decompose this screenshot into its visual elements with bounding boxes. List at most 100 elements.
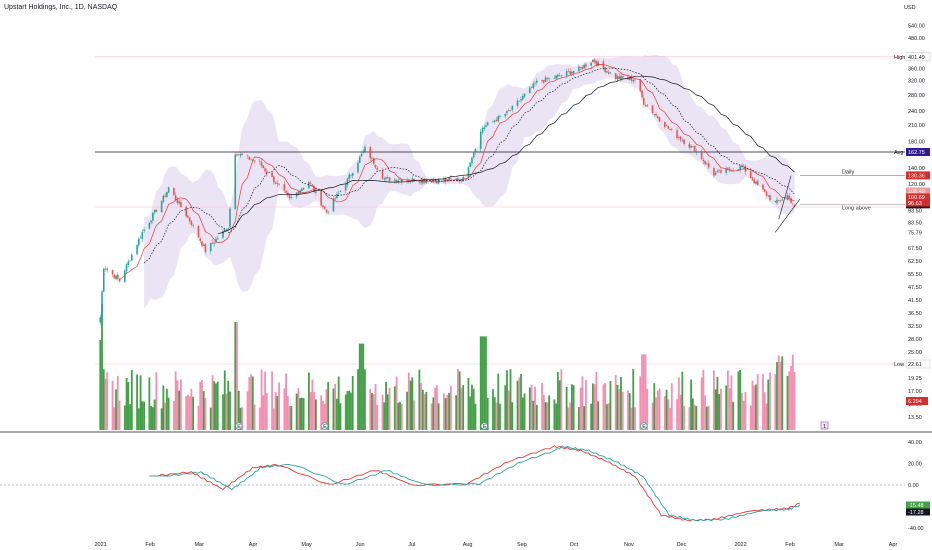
volume-bar bbox=[300, 397, 303, 430]
level-label-2: Daily bbox=[842, 169, 854, 175]
candle-body bbox=[716, 171, 719, 173]
volume-bar bbox=[670, 383, 673, 430]
candle-body bbox=[239, 153, 242, 156]
volume-bar bbox=[548, 395, 550, 430]
osc-tag-bg-0 bbox=[906, 501, 930, 509]
candle-body bbox=[139, 237, 142, 239]
volume-bar bbox=[430, 403, 433, 430]
earnings-marker-0[interactable] bbox=[235, 422, 243, 430]
candle-body bbox=[288, 195, 291, 198]
volume-bar bbox=[388, 387, 391, 430]
candle-body bbox=[99, 317, 102, 323]
candle-body bbox=[509, 110, 512, 111]
volume-bar bbox=[213, 381, 216, 430]
candle-body bbox=[713, 168, 715, 176]
earnings-marker-1[interactable] bbox=[321, 422, 329, 430]
candle-body bbox=[111, 270, 114, 275]
volume-bar bbox=[497, 373, 500, 430]
volume-bar bbox=[499, 403, 501, 430]
candle-body bbox=[408, 179, 410, 182]
candle-body bbox=[180, 201, 182, 208]
volume-bar bbox=[421, 389, 424, 430]
volume-bar bbox=[265, 393, 268, 430]
candle-body bbox=[418, 181, 421, 183]
volume-bar bbox=[616, 384, 619, 430]
candle-body bbox=[737, 169, 740, 171]
volume-bar bbox=[786, 375, 789, 430]
candle-body bbox=[704, 160, 706, 165]
volume-bar bbox=[204, 398, 207, 430]
earnings-marker-2[interactable] bbox=[480, 422, 488, 430]
volume-bar bbox=[118, 400, 121, 430]
candle-body bbox=[630, 76, 633, 81]
time-tick-14: Mar bbox=[834, 542, 844, 548]
volume-bar bbox=[239, 407, 242, 430]
volume-bar bbox=[690, 379, 693, 430]
chart-title: Upstart Holdings, Inc., 1D, NASDAQ bbox=[4, 4, 118, 11]
trendline-lower[interactable] bbox=[775, 199, 801, 233]
volume-bar bbox=[504, 385, 507, 430]
volume-bar bbox=[544, 402, 547, 430]
volume-bar bbox=[532, 400, 535, 430]
candle-body bbox=[597, 61, 599, 66]
candle-body bbox=[646, 105, 649, 107]
candle-body bbox=[386, 177, 389, 179]
candle-body bbox=[690, 145, 692, 148]
volume-bar bbox=[178, 390, 181, 430]
volume-bar bbox=[262, 395, 265, 430]
candle-body bbox=[167, 187, 170, 193]
volume-bar bbox=[337, 376, 340, 430]
candle-body bbox=[406, 180, 408, 182]
candle-body bbox=[481, 127, 484, 133]
volume-bar bbox=[753, 385, 756, 430]
candle-body bbox=[411, 178, 414, 182]
volume-bar bbox=[725, 385, 728, 430]
trendline-upper[interactable] bbox=[778, 175, 792, 220]
volume-bar bbox=[506, 370, 508, 430]
candle-body bbox=[266, 170, 268, 174]
volume-bar bbox=[271, 371, 273, 430]
volume-bar bbox=[651, 402, 654, 430]
volume-bar bbox=[655, 397, 657, 430]
candle-body bbox=[399, 179, 401, 181]
candle-body bbox=[565, 71, 568, 76]
volume-bar bbox=[136, 374, 138, 430]
volume-bar bbox=[507, 390, 510, 430]
volume-bar bbox=[516, 380, 519, 430]
price-tick-10: 120.00 bbox=[908, 182, 925, 188]
volume-bar bbox=[485, 336, 487, 430]
volume-bar bbox=[693, 404, 696, 430]
level-label-1: Avg bbox=[894, 150, 903, 156]
candle-body bbox=[174, 195, 177, 200]
volume-bar bbox=[297, 388, 300, 430]
candle-body bbox=[197, 225, 200, 238]
candle-body bbox=[558, 75, 561, 77]
candle-body bbox=[434, 180, 436, 182]
split-marker[interactable] bbox=[820, 421, 829, 430]
price-tick-9: 140.00 bbox=[908, 166, 925, 172]
price-tick-0: 540.00 bbox=[908, 24, 925, 30]
candle-body bbox=[779, 200, 782, 202]
candle-body bbox=[311, 184, 314, 187]
candle-body bbox=[271, 172, 273, 177]
candle-body bbox=[127, 261, 130, 265]
candle-body bbox=[614, 73, 617, 79]
candle-body bbox=[493, 120, 496, 122]
volume-bar bbox=[385, 381, 387, 430]
earnings-marker-3[interactable] bbox=[640, 422, 648, 430]
candle-body bbox=[369, 147, 372, 159]
candle-body bbox=[678, 137, 680, 138]
volume-bar bbox=[765, 403, 768, 430]
volume-bar bbox=[180, 379, 182, 430]
time-tick-8: Sep bbox=[517, 542, 527, 548]
time-tick-13: Feb bbox=[785, 542, 794, 548]
volume-bar bbox=[577, 406, 580, 430]
volume-bar bbox=[777, 355, 780, 430]
volume-bar bbox=[460, 388, 463, 430]
price-tick-12: 93.50 bbox=[908, 208, 922, 214]
volume-bar bbox=[679, 394, 682, 430]
ma-mid-line bbox=[143, 67, 795, 264]
oscillator-pane bbox=[0, 445, 905, 522]
candle-body bbox=[213, 242, 216, 244]
